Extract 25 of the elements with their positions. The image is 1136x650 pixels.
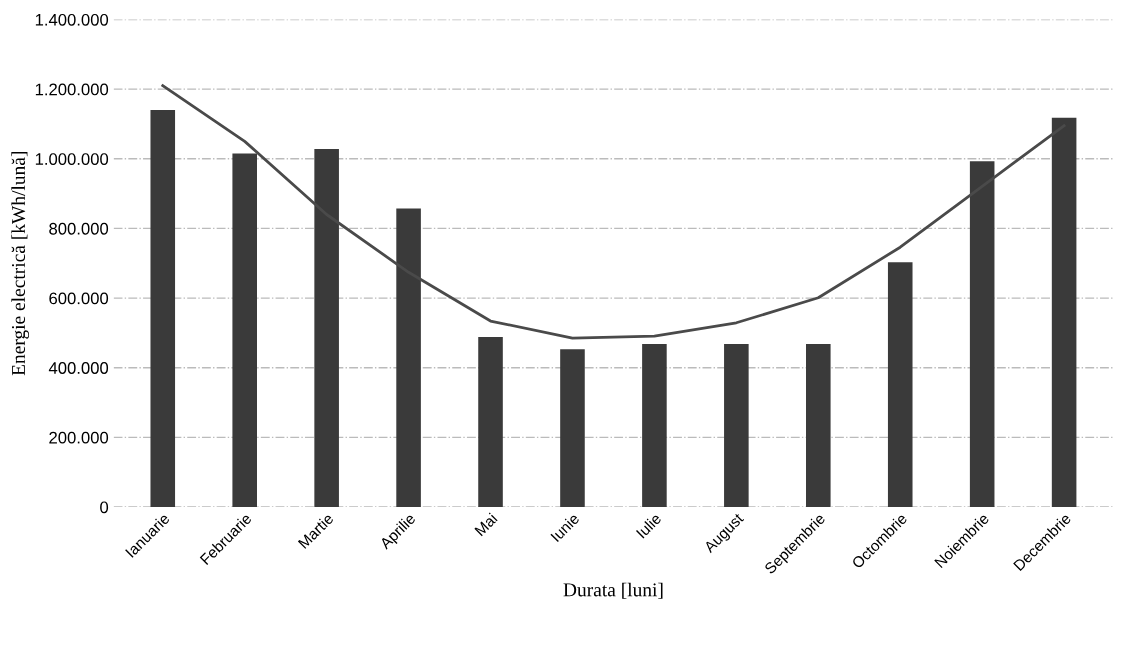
y-tick-label: 1.200.000	[35, 83, 109, 96]
bar	[396, 208, 421, 507]
bar	[1051, 117, 1077, 507]
bar	[232, 153, 257, 507]
y-tick-label: 200.000	[49, 431, 109, 444]
y-tick-label: 800.000	[49, 222, 109, 235]
bar	[887, 262, 913, 507]
x-axis-title: Durata [luni]	[563, 582, 663, 599]
bar	[478, 337, 503, 507]
bar	[560, 349, 585, 507]
bar	[806, 344, 831, 507]
y-tick-label: 0	[100, 501, 109, 514]
bar	[642, 344, 667, 507]
y-axis-title: Energie electrică [kWh/lună]	[11, 152, 30, 376]
y-tick-label: 1.400.000	[35, 13, 109, 26]
y-tick-label: 1.000.000	[35, 153, 109, 165]
bar	[724, 344, 749, 507]
y-tick-label: 400.000	[48, 362, 109, 374]
line-series	[161, 84, 1066, 340]
x-tick-label: Mai	[474, 512, 498, 537]
bar	[314, 149, 339, 507]
y-tick-label: 600.000	[49, 292, 109, 305]
x-tick-label: Iulie	[635, 512, 662, 539]
bar	[969, 161, 995, 507]
bar	[150, 110, 176, 507]
